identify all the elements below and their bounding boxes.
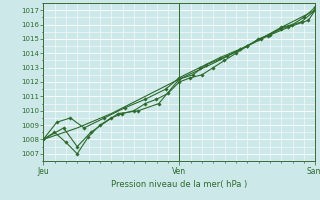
X-axis label: Pression niveau de la mer( hPa ): Pression niveau de la mer( hPa ) [111, 180, 247, 189]
